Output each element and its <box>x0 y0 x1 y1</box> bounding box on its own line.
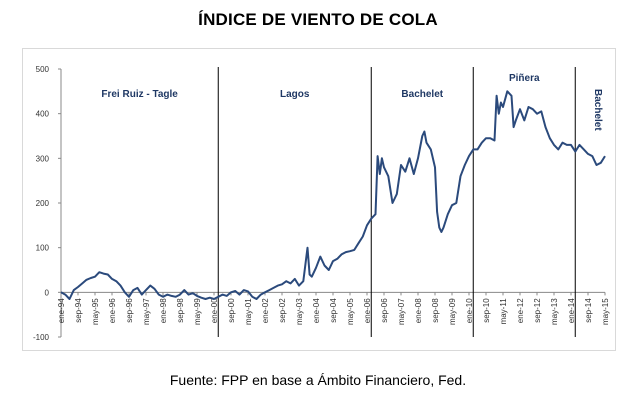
x-tick-label: sep-12 <box>533 298 542 323</box>
x-tick-label: sep-10 <box>482 298 491 323</box>
x-tick-label: ene-94 <box>57 298 66 323</box>
x-tick-label: may-99 <box>193 298 202 325</box>
y-tick-label: 300 <box>36 154 50 163</box>
x-tick-label: may-07 <box>397 298 406 325</box>
x-tick-label: sep-98 <box>176 298 185 323</box>
x-tick-label: may-01 <box>244 298 253 325</box>
x-tick-label: may-15 <box>601 298 610 325</box>
period-label: Bachelet <box>401 89 443 100</box>
x-tick-label: sep-06 <box>380 298 389 323</box>
period-label: Bachelet <box>592 89 603 131</box>
x-tick-label: sep-14 <box>584 298 593 323</box>
source-note: Fuente: FPP en base a Ámbito Financiero,… <box>169 372 467 388</box>
x-tick-label: ene-02 <box>261 298 270 323</box>
x-axis: ene-94 sep-94 may-95 ene-96 sep-96 may-97 ene-… <box>57 291 610 325</box>
x-tick-label: may-97 <box>142 298 151 325</box>
x-tick-label: ene-08 <box>414 298 423 323</box>
x-tick-label: sep-02 <box>278 298 287 323</box>
x-tick-label: sep-96 <box>125 298 134 323</box>
y-tick-label: 100 <box>36 244 50 253</box>
y-tick-label: 400 <box>36 110 50 119</box>
x-tick-label: sep-04 <box>329 298 338 323</box>
x-tick-label: ene-98 <box>159 298 168 323</box>
x-tick-label: may-09 <box>448 298 457 325</box>
x-tick-label: sep-08 <box>431 298 440 323</box>
y-tick-label: -100 <box>33 333 50 342</box>
y-tick-label: 200 <box>36 199 50 208</box>
chart-title: ÍNDICE DE VIENTO DE COLA <box>198 10 438 29</box>
x-tick-label: may-13 <box>550 298 559 325</box>
x-tick-label: ene-96 <box>108 298 117 323</box>
period-label: Frei Ruiz - Tagle <box>101 89 178 100</box>
y-tick-label: 0 <box>45 288 50 297</box>
period-label: Lagos <box>280 89 310 100</box>
x-tick-label: ene-00 <box>210 298 219 323</box>
x-tick-label: may-11 <box>499 298 508 325</box>
chart-frame: -100 0 100 200 300 400 500 ene-94 sep-94 may-95 e… <box>22 48 616 351</box>
series-area <box>60 90 606 300</box>
period-dividers <box>217 67 576 337</box>
x-tick-label: ene-10 <box>465 298 474 323</box>
x-tick-label: ene-04 <box>312 298 321 323</box>
x-tick-label: may-95 <box>91 298 100 325</box>
x-tick-label: may-03 <box>295 298 304 325</box>
x-tick-label: ene-12 <box>516 298 525 323</box>
period-labels: Frei Ruiz - Tagle Lagos Bachelet Piñera Bach… <box>101 73 603 131</box>
x-tick-label: may-05 <box>346 298 355 325</box>
x-tick-label: ene-06 <box>363 298 372 323</box>
x-tick-label: sep-00 <box>227 298 236 323</box>
x-tick-label: sep-94 <box>74 298 83 323</box>
y-tick-label: 500 <box>36 65 50 74</box>
series-line <box>60 90 606 300</box>
period-label: Piñera <box>509 73 540 84</box>
x-tick-label: ene-14 <box>567 298 576 323</box>
